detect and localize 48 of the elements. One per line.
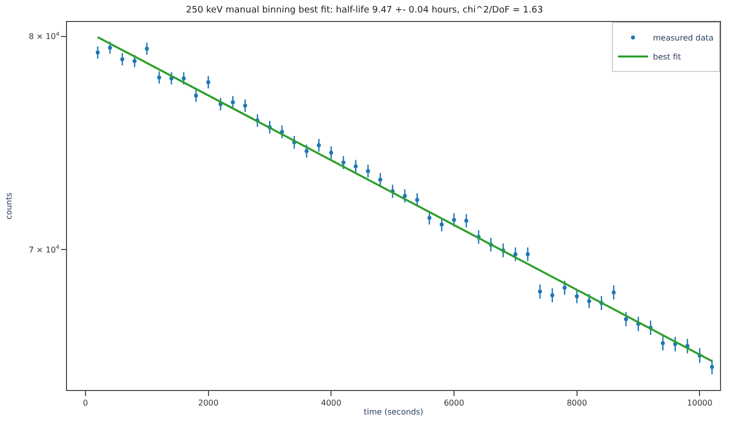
point	[157, 76, 162, 80]
x-tick-label: 10000	[687, 398, 712, 408]
point	[574, 294, 579, 298]
point	[402, 194, 407, 198]
point	[710, 365, 714, 370]
x-tick-label: 2000	[198, 398, 218, 408]
point	[464, 218, 468, 223]
point	[182, 76, 186, 80]
point	[513, 252, 518, 256]
point	[538, 290, 542, 294]
point	[329, 150, 334, 155]
point	[132, 59, 137, 64]
x-axis-title: time (seconds)	[364, 408, 424, 417]
point	[612, 290, 616, 294]
point	[624, 317, 628, 322]
point	[206, 80, 210, 84]
x-tick-label: 4000	[320, 398, 342, 408]
point	[378, 178, 382, 182]
point	[230, 100, 235, 104]
x-tick-label: 0	[82, 398, 88, 408]
y-tick-label: 8 × 10$^{4}$	[28, 30, 60, 42]
point	[96, 50, 100, 55]
point	[120, 57, 124, 62]
legend-label: measured data	[653, 34, 714, 43]
x-tick-label: 8000	[566, 398, 588, 408]
legend-label: best fit	[653, 52, 682, 62]
point	[366, 169, 370, 174]
point	[354, 164, 358, 168]
x-tick-label: 6000	[444, 398, 464, 408]
point	[452, 218, 456, 222]
point	[550, 293, 554, 298]
y-tick-label: 7 × 10$^{4}$	[28, 244, 60, 254]
point	[108, 46, 112, 50]
point	[562, 286, 567, 290]
point	[587, 299, 592, 304]
point	[526, 252, 530, 256]
point	[415, 198, 420, 202]
point	[316, 143, 321, 148]
chart-title: 250 keV manual binning best fit: half-life 9.47 +- 0.04 hours, chi^2/DoF = 1.63	[186, 6, 543, 16]
point	[144, 46, 149, 51]
point	[341, 160, 346, 164]
point	[304, 149, 309, 154]
y-axis-title: counts	[4, 192, 14, 220]
point	[427, 216, 432, 220]
point	[243, 104, 248, 108]
point	[440, 222, 444, 227]
point	[194, 94, 198, 98]
point	[660, 341, 665, 346]
